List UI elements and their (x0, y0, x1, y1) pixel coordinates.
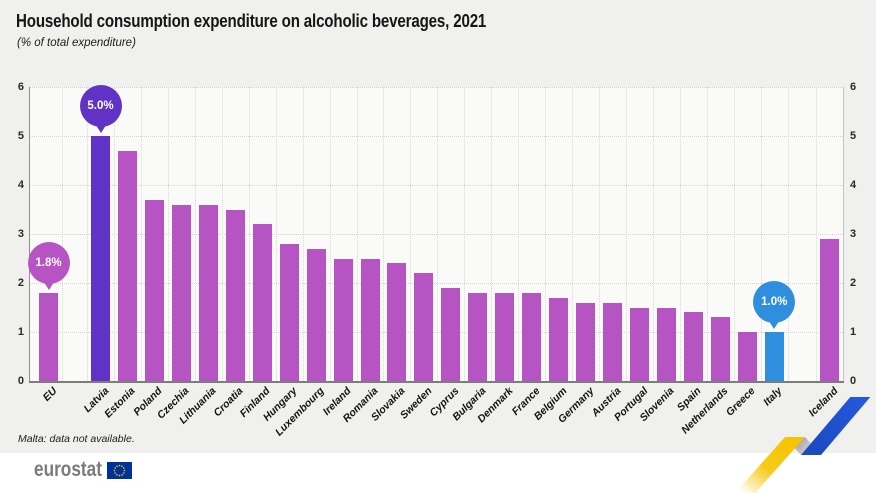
y-tick-right-1: 1 (850, 326, 857, 338)
y-tick-left-3: 3 (17, 228, 24, 240)
bar-belgium (549, 297, 569, 381)
bar-estonia (117, 150, 137, 381)
y-tick-left-6: 6 (17, 81, 24, 93)
gridline-vertical (706, 87, 708, 381)
gridline-vertical (140, 87, 142, 381)
gridline-vertical (572, 87, 574, 381)
chart-plot-area (30, 87, 843, 381)
eurostat-ribbon-graphic (735, 397, 871, 493)
bar-poland (144, 199, 164, 381)
gridline-vertical (491, 87, 493, 381)
gridline-vertical (760, 87, 762, 381)
gridline-vertical (679, 87, 681, 381)
bar-slovakia (387, 263, 407, 381)
bar-iceland (820, 238, 839, 381)
bar-eu (39, 292, 58, 381)
bar-spain (683, 312, 703, 381)
gridline-vertical (733, 87, 735, 381)
callout-pointer-italy (767, 318, 782, 329)
y-tick-left-1: 1 (17, 326, 24, 338)
gridline-horizontal (30, 136, 843, 137)
y-tick-left-2: 2 (17, 277, 24, 289)
gridline-horizontal (30, 283, 843, 284)
gridline-horizontal (30, 234, 843, 235)
bar-germany (576, 302, 596, 381)
gridline-vertical (329, 87, 331, 381)
eu-flag-icon (106, 461, 132, 479)
bar-lithuania (198, 204, 218, 381)
bar-slovenia (656, 307, 676, 381)
gridline-horizontal (30, 185, 843, 186)
y-tick-right-0: 0 (850, 375, 857, 387)
bar-netherlands (710, 317, 730, 381)
y-tick-right-5: 5 (850, 130, 857, 142)
bar-greece (737, 332, 757, 381)
gridline-vertical (626, 87, 627, 381)
bar-sweden (414, 273, 434, 381)
y-axis-left-line (29, 87, 30, 382)
bar-luxembourg (306, 248, 326, 381)
y-tick-left-5: 5 (17, 130, 24, 142)
y-tick-left-4: 4 (17, 179, 24, 191)
footer-band (0, 453, 876, 493)
bar-finland (252, 224, 272, 381)
footnote: Malta: data not available. (18, 433, 135, 445)
gridline-vertical (248, 87, 250, 381)
bar-romania (360, 258, 380, 381)
bar-bulgaria (468, 292, 488, 381)
bar-ireland (333, 258, 353, 381)
gridline-vertical (652, 87, 654, 381)
page-title: Household consumption expenditure on alc… (16, 11, 487, 31)
bar-austria (603, 302, 623, 381)
gridline-vertical (410, 87, 412, 381)
callout-pointer-latvia (93, 122, 108, 133)
bar-france (522, 292, 542, 381)
bar-cyprus (441, 287, 461, 381)
bar-latvia (91, 136, 110, 381)
gridline-vertical (816, 87, 817, 381)
y-tick-right-4: 4 (850, 179, 857, 191)
gridline-vertical (167, 87, 169, 381)
bar-italy (764, 332, 784, 381)
gridline-horizontal (30, 87, 843, 88)
x-axis-line (29, 381, 844, 383)
gridline-vertical (518, 87, 520, 381)
gridline-vertical (545, 87, 547, 381)
gridline-vertical (87, 87, 88, 381)
callout-eu: 1.8% (27, 241, 70, 284)
gridline-vertical (113, 87, 115, 381)
bar-czechia (171, 204, 191, 381)
y-tick-right-3: 3 (850, 228, 857, 240)
gridline-vertical (356, 87, 358, 381)
gridline-vertical (383, 87, 385, 381)
gridline-vertical (194, 87, 196, 381)
gridline-vertical (302, 87, 304, 381)
callout-latvia: 5.0% (79, 85, 122, 127)
gridline-vertical (787, 87, 789, 381)
gridline-vertical (62, 87, 63, 381)
gridline-horizontal (30, 332, 843, 333)
gridline-vertical (437, 87, 439, 381)
gridline-vertical (275, 87, 277, 381)
y-tick-right-2: 2 (850, 277, 857, 289)
bar-portugal (630, 307, 649, 381)
gridline-vertical (599, 87, 601, 381)
y-tick-right-6: 6 (850, 81, 857, 93)
bar-croatia (225, 209, 245, 381)
y-axis-right-line (843, 87, 844, 382)
bar-hungary (279, 243, 299, 381)
callout-pointer-eu (41, 278, 56, 290)
callout-italy: 1.0% (753, 281, 796, 323)
eurostat-logo-text: eurostat (34, 458, 102, 481)
page-subtitle: (% of total expenditure) (17, 37, 136, 49)
gridline-vertical (464, 87, 466, 381)
y-tick-left-0: 0 (17, 375, 24, 387)
bar-denmark (495, 292, 515, 381)
eurostat-logo: eurostat (34, 458, 132, 482)
gridline-vertical (221, 87, 223, 381)
